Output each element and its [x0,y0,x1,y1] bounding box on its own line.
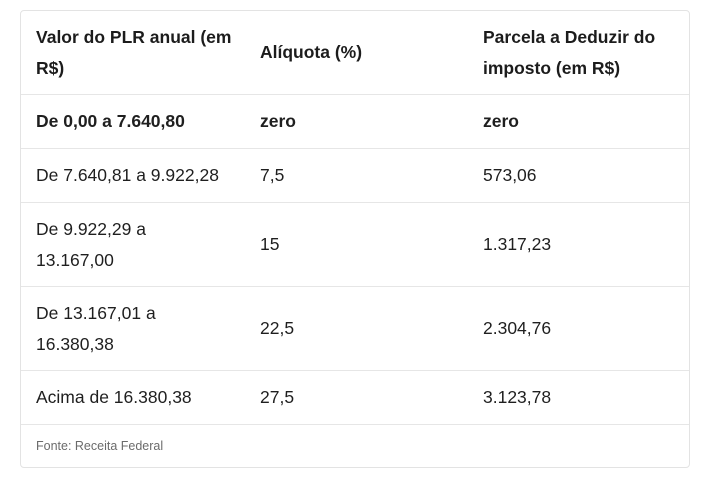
table-row: De 0,00 a 7.640,80 zero zero [21,94,689,149]
table-row: De 9.922,29 a 13.167,00 15 1.317,23 [21,202,689,287]
cell-rate: zero [245,94,468,149]
cell-rate: 27,5 [245,370,468,425]
cell-rate: 15 [245,202,468,287]
cell-range: De 13.167,01 a 16.380,38 [21,286,245,371]
table-row: Acima de 16.380,38 27,5 3.123,78 [21,370,689,425]
table-row: De 13.167,01 a 16.380,38 22,5 2.304,76 [21,286,689,371]
cell-range: De 0,00 a 7.640,80 [21,94,245,149]
cell-deduction: zero [468,94,689,149]
cell-deduction: 573,06 [468,148,689,203]
cell-deduction: 3.123,78 [468,370,689,425]
header-deduction: Parcela a Deduzir do imposto (em R$) [468,11,689,95]
cell-range: De 9.922,29 a 13.167,00 [21,202,245,287]
cell-range: De 7.640,81 a 9.922,28 [21,148,245,203]
cell-rate: 22,5 [245,286,468,371]
table-header-row: Valor do PLR anual (em R$) Alíquota (%) … [21,11,689,95]
cell-range: Acima de 16.380,38 [21,370,245,425]
table-row: De 7.640,81 a 9.922,28 7,5 573,06 [21,148,689,203]
source-caption: Fonte: Receita Federal [36,439,164,453]
header-plr-value: Valor do PLR anual (em R$) [21,11,245,95]
cell-rate: 7,5 [245,148,468,203]
cell-deduction: 2.304,76 [468,286,689,371]
header-rate: Alíquota (%) [245,11,468,95]
plr-tax-table: Valor do PLR anual (em R$) Alíquota (%) … [21,11,689,425]
tax-table-card: Valor do PLR anual (em R$) Alíquota (%) … [20,10,690,468]
cell-deduction: 1.317,23 [468,202,689,287]
